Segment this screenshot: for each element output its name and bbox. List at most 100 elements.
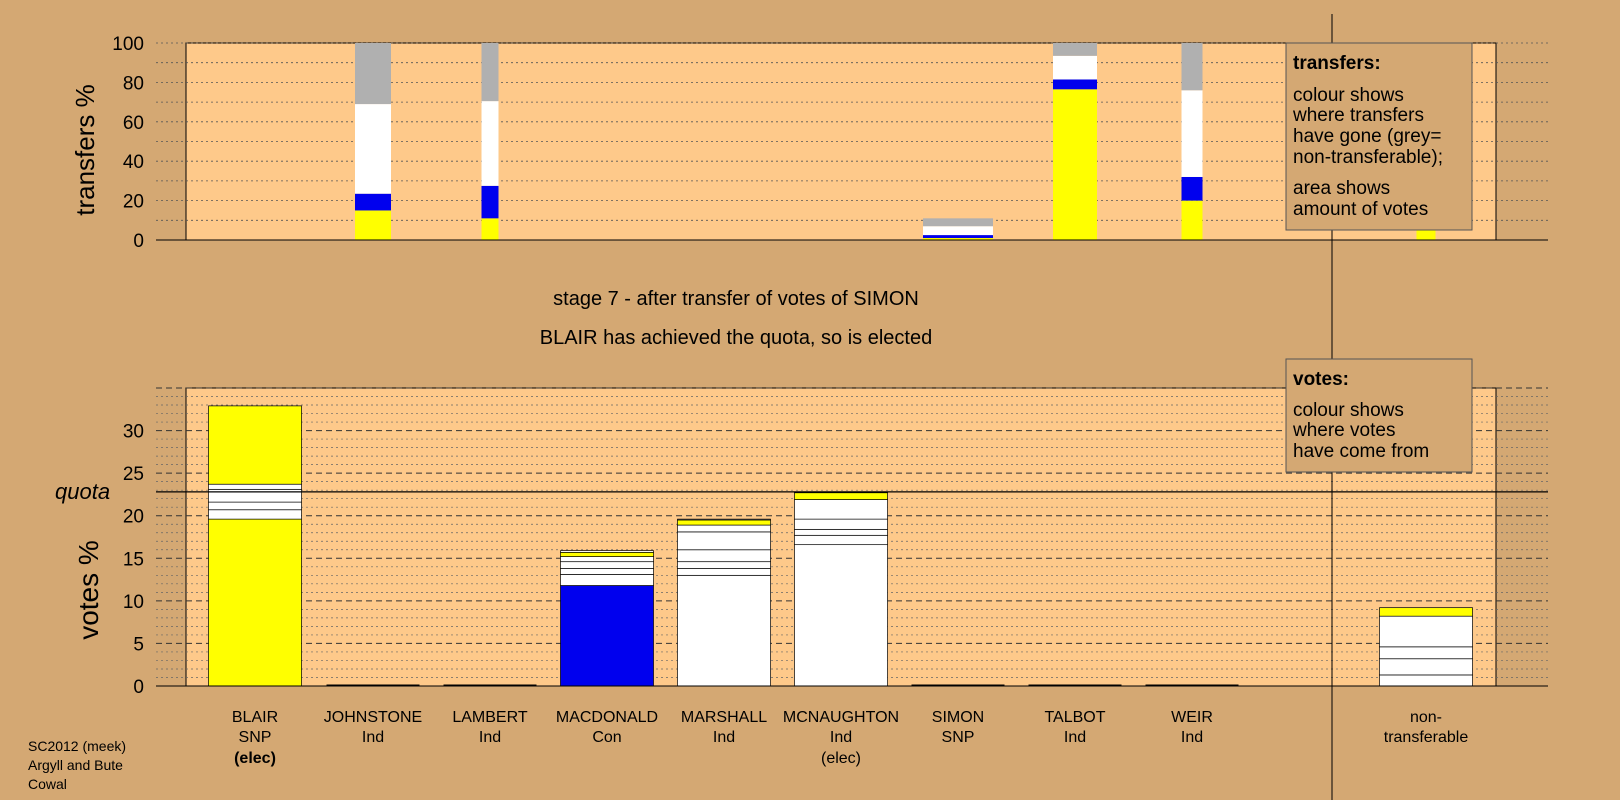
votes-tick-label: 20 bbox=[123, 507, 144, 528]
votes-tick-label: 30 bbox=[123, 422, 144, 443]
transfers-tick-label: 0 bbox=[133, 231, 144, 252]
votes-tick-label: 25 bbox=[123, 464, 144, 485]
transfer-segment bbox=[1053, 79, 1097, 90]
vote-segment bbox=[208, 483, 302, 490]
footer-note: SC2012 (meek) Argyll and Bute Cowal bbox=[28, 738, 126, 792]
vote-segment bbox=[560, 556, 654, 563]
vote-segment bbox=[677, 561, 771, 569]
vote-segment bbox=[794, 534, 888, 546]
vote-segment bbox=[560, 574, 654, 586]
votes-bars bbox=[208, 405, 1473, 687]
transfers-chart: 0 20 40 60 80 100 transfers % bbox=[70, 34, 1548, 252]
transfer-segment bbox=[1053, 89, 1097, 240]
transfers-legend: transfers: colour shows where transfers … bbox=[1285, 42, 1473, 231]
footer-line: Argyll and Bute bbox=[28, 757, 123, 773]
candidate-party: Ind bbox=[713, 729, 735, 746]
votes-legend-box bbox=[1285, 358, 1473, 473]
transfer-segment bbox=[481, 101, 499, 186]
votes-tick-label: 5 bbox=[133, 634, 144, 655]
vote-segment bbox=[794, 499, 888, 520]
candidate-party: Ind bbox=[1181, 729, 1203, 746]
transfers-y-axis-label: transfers % bbox=[70, 84, 100, 216]
candidate-name: non- bbox=[1410, 709, 1442, 726]
vote-segment bbox=[1379, 615, 1473, 648]
candidate-name: JOHNSTONE bbox=[324, 709, 422, 726]
votes-tick-label: 10 bbox=[123, 592, 144, 613]
transfers-tick-label: 60 bbox=[123, 113, 144, 134]
vote-segment bbox=[560, 585, 654, 687]
transfer-segment bbox=[923, 235, 993, 239]
vote-segment bbox=[677, 549, 771, 563]
transfers-tick-label: 40 bbox=[123, 152, 144, 173]
candidate-party: transferable bbox=[1384, 729, 1469, 746]
candidate-party: Ind bbox=[1064, 729, 1086, 746]
transfer-segment bbox=[1053, 43, 1097, 56]
vote-segment bbox=[1379, 658, 1473, 676]
candidate-party: Ind bbox=[362, 729, 384, 746]
transfers-bars bbox=[355, 43, 1436, 240]
vote-segment bbox=[1379, 674, 1473, 687]
vote-segment bbox=[560, 551, 654, 557]
votes-legend-line: have come from bbox=[1293, 441, 1429, 462]
votes-legend: votes: colour shows where votes have com… bbox=[1285, 358, 1473, 473]
vote-segment bbox=[208, 405, 302, 485]
transfer-segment bbox=[1053, 55, 1097, 80]
transfers-tick-label: 80 bbox=[123, 73, 144, 94]
transfer-segment bbox=[1181, 90, 1203, 177]
vote-segment bbox=[677, 574, 771, 687]
vote-segment bbox=[677, 524, 771, 533]
elected-caption: BLAIR has achieved the quota, so is elec… bbox=[540, 327, 932, 349]
chart-caption: stage 7 - after transfer of votes of SIM… bbox=[540, 288, 932, 349]
candidate-party: Ind bbox=[479, 729, 501, 746]
vote-segment bbox=[560, 561, 654, 569]
transfers-legend-line: amount of votes bbox=[1293, 199, 1428, 220]
vote-segment bbox=[208, 518, 302, 687]
transfer-segment bbox=[355, 104, 391, 194]
vote-segment bbox=[208, 488, 302, 503]
transfers-legend-line: non-transferable); bbox=[1293, 147, 1443, 168]
transfer-segment bbox=[355, 193, 391, 211]
candidate-status: (elec) bbox=[234, 750, 276, 767]
candidate-name: LAMBERT bbox=[452, 709, 528, 726]
candidate-name: SIMON bbox=[932, 709, 984, 726]
candidate-party: Con bbox=[592, 729, 621, 746]
candidate-labels: BLAIR SNP (elec) JOHNSTONE Ind LAMBERT Ind MACD… bbox=[232, 709, 1468, 767]
transfers-legend-box bbox=[1285, 42, 1473, 231]
transfers-legend-title: transfers: bbox=[1293, 53, 1381, 74]
transfer-segment bbox=[355, 43, 391, 105]
vote-segment bbox=[794, 528, 888, 536]
candidate-name: MACDONALD bbox=[556, 709, 658, 726]
stage-caption: stage 7 - after transfer of votes of SIM… bbox=[553, 288, 919, 310]
transfer-segment bbox=[355, 210, 391, 240]
vote-segment bbox=[208, 501, 302, 511]
vote-segment bbox=[677, 568, 771, 576]
vote-segment bbox=[794, 518, 888, 530]
vote-segment bbox=[794, 492, 888, 500]
transfer-segment bbox=[1181, 200, 1203, 240]
vote-segment bbox=[794, 544, 888, 687]
transfer-segment bbox=[923, 238, 993, 240]
votes-y-axis-label: votes % bbox=[73, 540, 104, 640]
vote-segment bbox=[1379, 646, 1473, 660]
transfers-tick-label: 100 bbox=[112, 34, 144, 55]
transfer-segment bbox=[481, 43, 499, 102]
vote-segment bbox=[208, 509, 302, 520]
vote-segment bbox=[677, 519, 771, 526]
vote-segment bbox=[560, 568, 654, 575]
transfer-segment bbox=[1181, 43, 1203, 91]
candidate-status: (elec) bbox=[821, 750, 861, 767]
transfers-tick-label: 20 bbox=[123, 192, 144, 213]
transfer-segment bbox=[481, 185, 499, 219]
votes-legend-title: votes: bbox=[1293, 369, 1349, 390]
candidate-name: MCNAUGHTON bbox=[783, 709, 899, 726]
transfer-segment bbox=[481, 218, 499, 240]
footer-line: SC2012 (meek) bbox=[28, 738, 126, 754]
transfers-legend-line: where transfers bbox=[1292, 105, 1424, 126]
votes-tick-label: 0 bbox=[133, 677, 144, 698]
votes-legend-line: where votes bbox=[1292, 420, 1395, 441]
transfers-legend-line: have gone (grey= bbox=[1293, 126, 1441, 147]
quota-label: quota bbox=[55, 479, 110, 504]
transfers-legend-line: colour shows bbox=[1293, 85, 1404, 106]
votes-legend-line: colour shows bbox=[1293, 400, 1404, 421]
